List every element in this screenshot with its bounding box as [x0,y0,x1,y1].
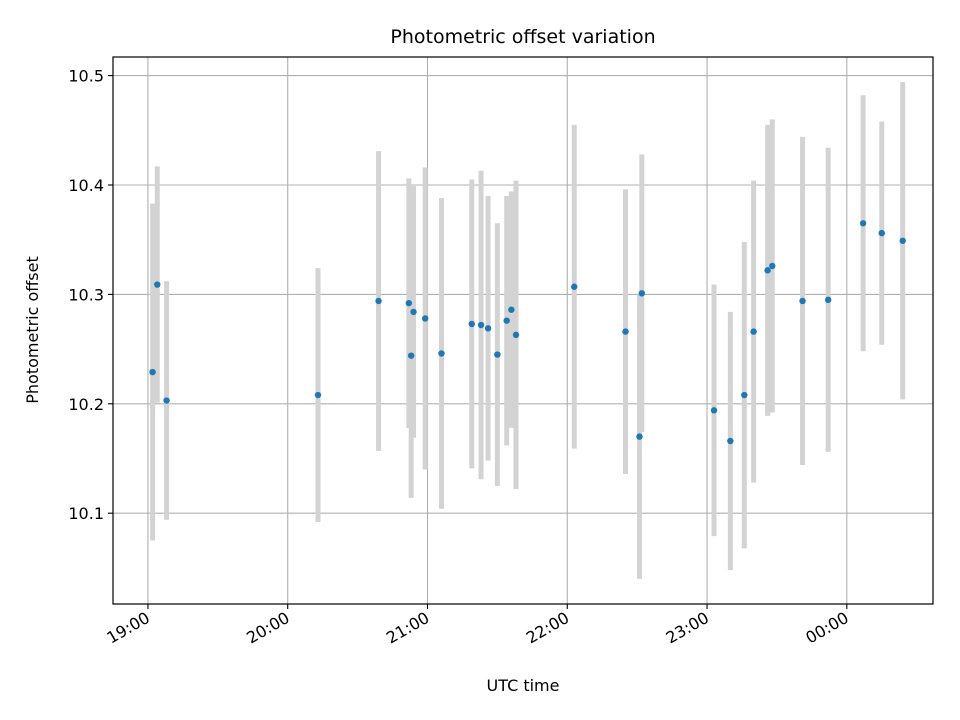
chart-title: Photometric offset variation [390,26,655,48]
data-point [636,433,643,440]
data-point [508,306,515,313]
data-point [799,297,806,305]
y-axis-label: Photometric offset [23,256,42,404]
x-tick-label: 21:00 [383,608,432,648]
data-point [764,267,771,274]
data-point [824,296,832,304]
data-point [407,352,415,359]
y-tick-label: 10.2 [68,395,104,414]
data-point [468,320,475,328]
data-point [477,321,485,329]
plot-frame [112,56,934,605]
x-axis-ticks: 19:00 20:00 21:00 22:00 23:00 00:00 [104,604,852,648]
x-tick-label: 19:00 [104,608,153,648]
data-point [154,281,161,288]
data-point [149,368,156,376]
data-point [769,262,776,270]
data-point [410,308,417,316]
x-axis-label: UTC time [487,676,560,695]
y-tick-label: 10.4 [68,176,104,195]
data-point [899,237,906,244]
data-point [727,437,734,445]
data-point [405,299,413,307]
data-point [314,391,322,399]
data-point [484,325,492,332]
grid-lines [113,57,933,604]
data-point [859,220,867,227]
y-tick-label: 10.1 [68,504,104,523]
x-tick-label: 22:00 [523,608,572,648]
data-point [878,229,885,237]
y-tick-label: 10.5 [68,67,104,86]
data-point [438,350,445,357]
data-point [163,397,170,404]
x-tick-label: 00:00 [802,608,851,648]
data-point [622,328,629,335]
y-tick-label: 10.3 [68,285,104,304]
data-point [375,297,382,305]
data-point [750,328,757,335]
data-point [571,283,578,290]
data-point [710,407,718,414]
data-point [512,331,520,339]
x-tick-label: 20:00 [243,608,292,648]
data-point [421,315,429,322]
data-point [503,317,510,324]
plot-background [113,57,933,604]
data-point [638,290,646,297]
x-tick-label: 23:00 [663,608,712,648]
data-point [741,391,748,399]
y-axis-ticks: 10.1 10.2 10.3 10.4 10.5 [68,67,113,523]
data-points [149,220,906,445]
data-point [494,351,501,358]
